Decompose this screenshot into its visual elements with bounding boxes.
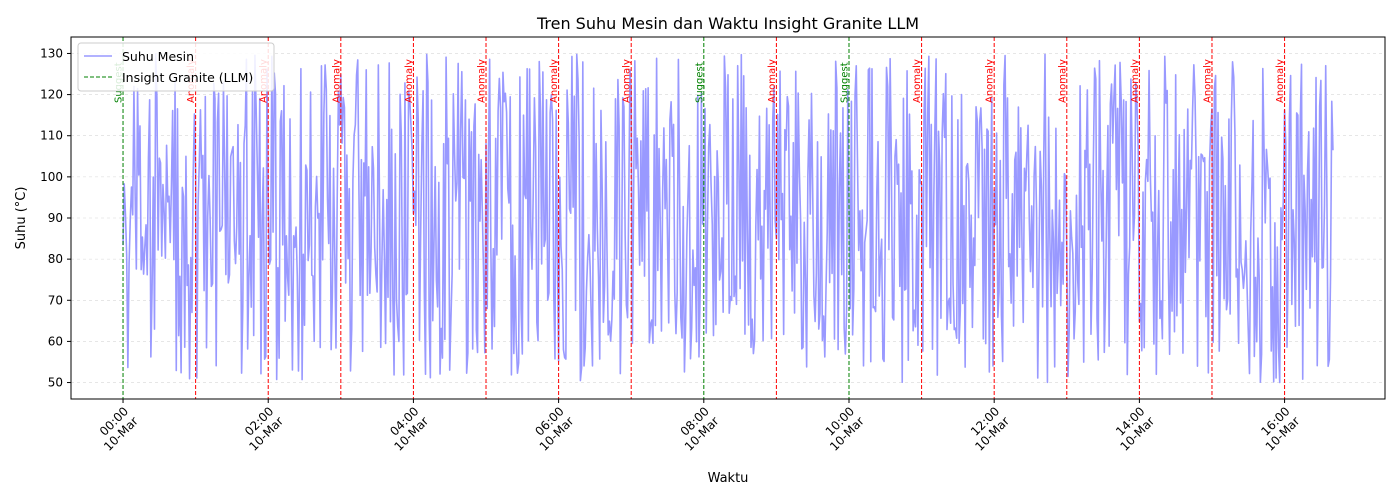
y-axis-label: Suhu (°C) (14, 187, 29, 250)
insight-label-anomaly: Anomaly (622, 59, 633, 103)
x-axis-label: Waktu (708, 471, 749, 486)
series-line-suhu-mesin (122, 53, 1334, 384)
y-tick-label: 70 (48, 293, 63, 307)
insight-label-anomaly: Anomaly (1130, 59, 1141, 103)
y-tick-label: 100 (40, 170, 63, 184)
legend-label-insight: Insight Granite (LLM) (122, 70, 253, 85)
insight-label-anomaly: Anomaly (477, 59, 488, 103)
insight-label-suggest: Suggest (839, 62, 850, 103)
insight-label-anomaly: Anomaly (549, 59, 560, 103)
insight-label-suggest: Suggest (694, 62, 705, 103)
insight-label-anomaly: Anomaly (1202, 59, 1213, 103)
insight-label-anomaly: Anomaly (767, 59, 778, 103)
legend: Suhu Mesin Insight Granite (LLM) (77, 42, 275, 92)
y-tick-label: 50 (48, 376, 63, 390)
legend-box (77, 42, 275, 92)
insight-label-anomaly: Anomaly (1057, 59, 1068, 103)
y-tick-label: 120 (40, 88, 63, 102)
insight-label-anomaly: Anomaly (331, 59, 342, 103)
y-tick-label: 110 (40, 129, 63, 143)
y-tick-label: 80 (48, 252, 63, 266)
y-tick-label: 130 (40, 46, 63, 60)
plot-area (122, 53, 1334, 384)
insight-label-anomaly: Anomaly (404, 59, 415, 103)
chart-title: Tren Suhu Mesin dan Waktu Insight Granit… (536, 14, 919, 33)
y-tick-label: 90 (48, 211, 63, 225)
insight-label-anomaly: Anomaly (985, 59, 996, 103)
y-axis: 50 60 70 80 90 100 110 120 130 (40, 46, 71, 390)
insight-label-anomaly: Anomaly (1275, 59, 1286, 103)
insight-label-anomaly: Anomaly (912, 59, 923, 103)
legend-label-suhu-mesin: Suhu Mesin (122, 49, 194, 64)
y-tick-label: 60 (48, 334, 63, 348)
